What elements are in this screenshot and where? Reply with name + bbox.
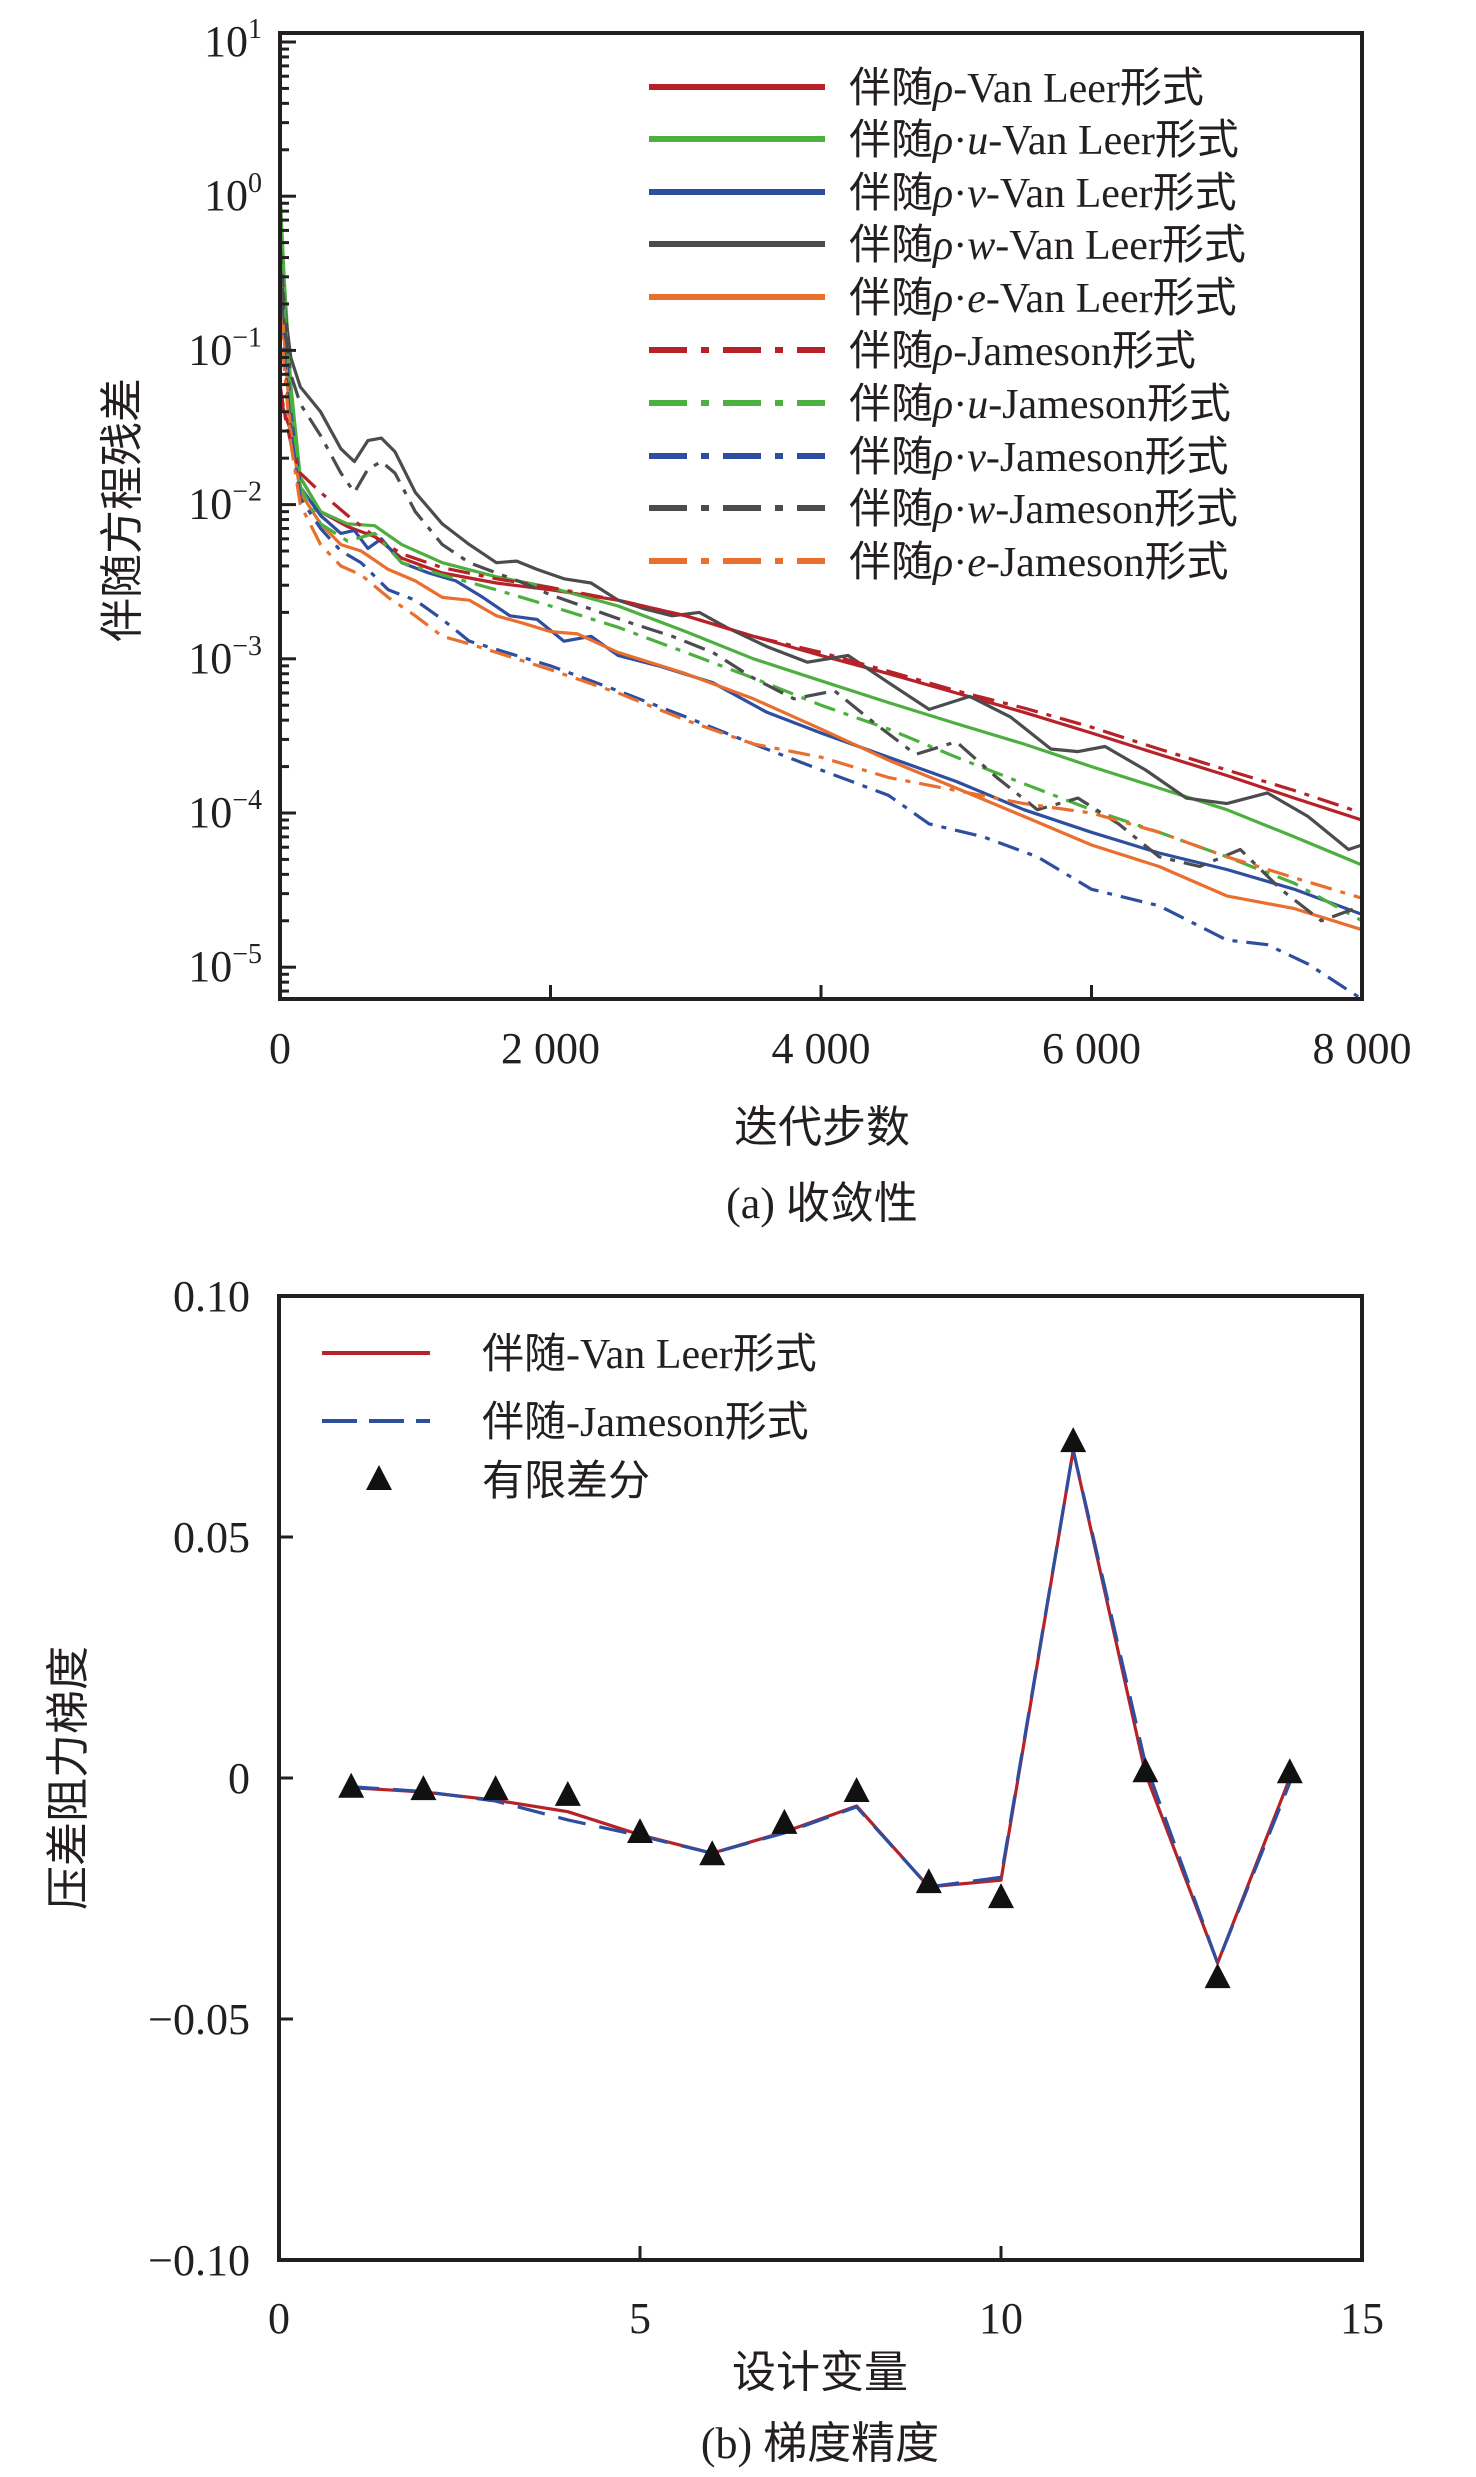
tick-exponent: 0 (248, 168, 262, 199)
series-line-1 (351, 1448, 1292, 1965)
y-tick-label: 10−3 (188, 631, 262, 683)
tick-exponent: −5 (232, 939, 262, 970)
y-tick-label: 0 (228, 1754, 250, 1803)
tick-exponent: −3 (232, 631, 262, 662)
x-axis-label-a: 迭代步数 (734, 1103, 910, 1152)
fd-marker-triangle (988, 1883, 1014, 1909)
series-line-2 (280, 189, 1362, 867)
x-tick-label: 15 (1340, 2294, 1384, 2343)
series-line-2 (351, 1448, 1292, 1965)
x-tick-label: 5 (629, 2294, 651, 2343)
fd-marker-triangle (843, 1777, 870, 1803)
series-line-8 (280, 257, 1362, 999)
tick-exponent: −4 (232, 785, 262, 816)
series-line-4 (280, 242, 1362, 852)
y-tick-label: −0.05 (148, 1995, 250, 2044)
y-tick-label: 10−2 (188, 477, 262, 529)
legend-label: 伴随ρ-Van Leer形式 (849, 66, 1204, 112)
x-tick-label: 0 (269, 1024, 291, 1073)
y-tick-label: 10−5 (188, 939, 262, 991)
y-tick-label: 10−4 (188, 785, 262, 837)
fd-marker-triangle (1276, 1758, 1303, 1784)
axes-frame-b (277, 1294, 1364, 2262)
axes-frame-a (278, 31, 1364, 1001)
caption-b: (b) 梯度精度 (701, 2419, 939, 2468)
tick-base: 10 (188, 788, 232, 837)
fd-marker-triangle (771, 1808, 798, 1834)
y-tick-label: 101 (204, 14, 262, 66)
fd-marker-triangle (1060, 1427, 1087, 1453)
y-tick-label: 100 (204, 168, 262, 220)
legend-label: 伴随ρ·u-Jameson形式 (849, 382, 1231, 428)
fd-marker-triangle (1132, 1757, 1159, 1783)
y-tick-labels-b: 0.10 0.05 0 −0.05 −0.10 (148, 1272, 250, 2285)
legend-label: 伴随-Jameson形式 (482, 1400, 809, 1446)
tick-base: 10 (188, 634, 232, 683)
x-tick-labels-b: 0 5 10 15 (268, 2294, 1384, 2343)
legend-label: 伴随ρ-Jameson形式 (849, 329, 1196, 375)
x-tick-labels-a: 0 2 000 4 000 6 000 8 000 (269, 1024, 1412, 1073)
x-tick-label: 2 000 (501, 1024, 600, 1073)
legend-label: 伴随ρ·e-Jameson形式 (849, 540, 1228, 586)
x-tick-label: 6 000 (1042, 1024, 1141, 1073)
y-axis-label-b: 压差阻力梯度 (44, 1646, 93, 1910)
y-tick-label: 0.05 (173, 1513, 250, 1562)
fd-marker-triangle (627, 1818, 653, 1844)
legend-label: 伴随ρ·u-Van Leer形式 (849, 118, 1239, 164)
fd-marker-triangle (482, 1775, 509, 1801)
tick-base: 10 (188, 325, 232, 374)
legend-label: 伴随ρ·v-Van Leer形式 (849, 171, 1237, 217)
y-tick-label: −0.10 (148, 2236, 250, 2285)
fd-marker-triangle (915, 1868, 942, 1894)
legend-marker-triangle (366, 1465, 392, 1490)
legend-label: 伴随ρ·w-Van Leer形式 (849, 223, 1246, 269)
x-tick-label: 0 (268, 2294, 290, 2343)
tick-base: 10 (188, 942, 232, 991)
series-line-10 (280, 303, 1362, 900)
fd-marker-triangle (410, 1775, 437, 1801)
x-tick-label: 8 000 (1313, 1024, 1412, 1073)
tick-exponent: 1 (248, 14, 262, 45)
x-tick-label: 10 (979, 2294, 1023, 2343)
fd-marker-triangle (1204, 1963, 1231, 1989)
y-tick-label: 0.10 (173, 1272, 250, 1321)
series-line-6 (280, 384, 1362, 815)
tick-base: 10 (204, 17, 248, 66)
series-line-9 (280, 242, 1362, 923)
legend-label: 伴随ρ·w-Jameson形式 (849, 487, 1238, 533)
legend-label: 伴随ρ·v-Jameson形式 (849, 435, 1228, 481)
x-axis-label-b: 设计变量 (732, 2348, 908, 2397)
fd-marker-triangle (338, 1772, 365, 1798)
y-axis-label-a: 伴随方程残差 (98, 378, 147, 642)
axis-ticks-b (277, 1294, 1364, 2262)
fd-marker-triangle (554, 1780, 581, 1806)
tick-base: 10 (204, 171, 248, 220)
y-tick-label: 10−1 (188, 322, 262, 374)
legend-label: 伴随-Van Leer形式 (482, 1332, 817, 1378)
tick-base: 10 (188, 480, 232, 529)
legend-label: 有限差分 (482, 1459, 650, 1505)
plot-area-a (280, 189, 1362, 999)
tick-exponent: −1 (232, 322, 262, 353)
panel-b-gradient-chart: 0 5 10 15 0.10 0.05 0 −0.05 −0.10 伴随-Van Leer形式… (44, 1272, 1384, 2468)
plot-area-b (338, 1427, 1303, 1989)
tick-exponent: −2 (232, 477, 262, 508)
legend-label: 伴随ρ·e-Van Leer形式 (849, 276, 1237, 322)
x-tick-label: 4 000 (772, 1024, 871, 1073)
fd-marker-triangle (699, 1840, 726, 1866)
series-line-7 (280, 211, 1362, 923)
series-line-5 (280, 276, 1362, 932)
caption-a: (a) 收敛性 (726, 1179, 918, 1228)
